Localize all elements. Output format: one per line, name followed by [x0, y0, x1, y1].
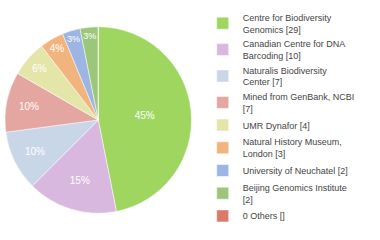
svg-text:15%: 15%: [70, 175, 90, 186]
svg-text:Mined from GenBank, NCBI[7]: Mined from GenBank, NCBI[7]: [243, 92, 355, 114]
svg-text:UMR Dynafor [4]: UMR Dynafor [4]: [243, 121, 310, 131]
svg-text:University of Neuchatel [2]: University of Neuchatel [2]: [243, 166, 348, 176]
svg-text:10%: 10%: [19, 101, 39, 112]
svg-text:3%: 3%: [83, 31, 96, 41]
svg-text:10%: 10%: [25, 146, 45, 157]
svg-text:Beijing Genomics Institute[2]: Beijing Genomics Institute[2]: [243, 183, 347, 205]
svg-text:Canadian Centre for DNABarcodi: Canadian Centre for DNABarcoding [10]: [243, 39, 346, 61]
svg-text:3%: 3%: [67, 34, 80, 44]
svg-text:45%: 45%: [135, 110, 155, 121]
svg-text:0 Others []: 0 Others []: [243, 211, 285, 221]
svg-text:Centre for BiodiversityGenomic: Centre for BiodiversityGenomics [29]: [243, 13, 332, 35]
svg-text:Naturalis BiodiversityCenter [: Naturalis BiodiversityCenter [7]: [243, 66, 328, 88]
svg-text:6%: 6%: [32, 63, 47, 74]
svg-text:Natural History Museum,London: Natural History Museum,London [3]: [243, 137, 342, 159]
svg-text:4%: 4%: [50, 43, 65, 54]
